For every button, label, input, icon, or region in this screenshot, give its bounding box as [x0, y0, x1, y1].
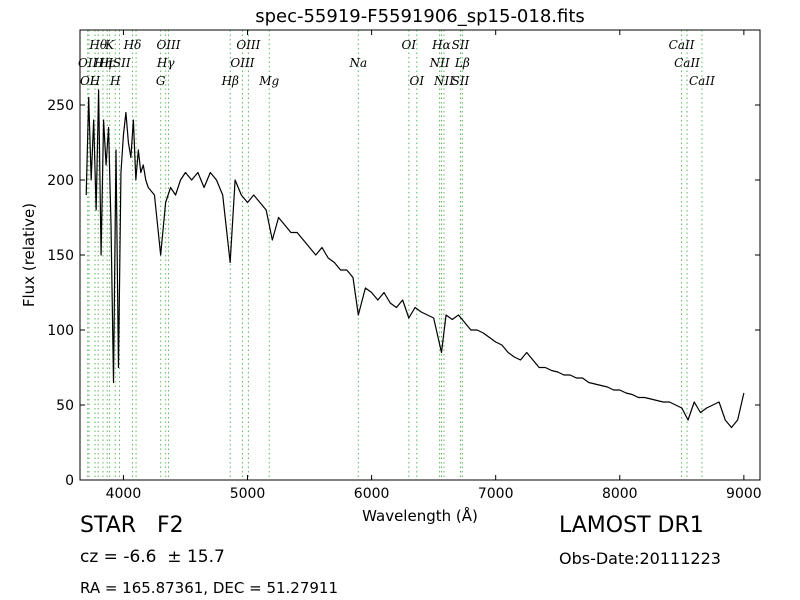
axis-ticks: 4000 5000 6000 7000 8000 9000 0 50 100 150 200 250	[47, 30, 762, 502]
line-label-22: Hα	[431, 38, 451, 52]
line-label-19: OI	[402, 38, 417, 52]
line-label-18: Na	[349, 56, 368, 70]
y-tick-label-1: 50	[56, 398, 74, 414]
line-label-5: Hc	[98, 56, 116, 70]
line-label-1: OL	[80, 74, 98, 88]
y-tick-label-2: 100	[47, 323, 74, 339]
class-label: STAR	[80, 513, 137, 538]
line-label-2: H	[89, 74, 101, 88]
line-label-4: Hη	[93, 56, 112, 70]
subclass-label: F2	[157, 513, 184, 538]
obs-date: Obs-Date:20111223	[559, 549, 721, 568]
emission-line-labels: OIIOLHHθHηHcKHISIIHδGHγOIIIHβOIIIOIIIMgN…	[78, 38, 715, 88]
line-label-23: NII	[433, 74, 454, 88]
line-label-24: SII	[452, 38, 470, 52]
emission-line-markers	[87, 30, 703, 480]
line-label-6: K	[104, 38, 115, 52]
line-label-7: H	[109, 74, 121, 88]
line-label-13: OIII	[156, 38, 180, 52]
survey-label: LAMOST DR1	[559, 513, 704, 538]
line-label-20: OI	[409, 74, 424, 88]
series-line-0	[85, 89, 745, 429]
line-label-17: Mg	[258, 74, 279, 88]
line-label-0: OII	[78, 56, 98, 70]
x-tick-label-2: 6000	[354, 486, 390, 502]
x-tick-label-1: 5000	[230, 486, 266, 502]
y-tick-label-0: 0	[65, 473, 74, 489]
line-label-27: CaII	[669, 38, 695, 52]
line-label-3: Hθ	[88, 38, 107, 52]
x-tick-label-4: 8000	[602, 486, 638, 502]
coordinates: RA = 165.87361, DEC = 51.27911	[80, 579, 339, 597]
series-layer	[85, 89, 745, 429]
line-label-16: OIII	[236, 38, 260, 52]
x-tick-label-0: 4000	[106, 486, 142, 502]
x-tick-label-3: 7000	[478, 486, 514, 502]
line-label-15: OIII	[230, 56, 254, 70]
line-label-28: CaII	[674, 56, 700, 70]
plot-frame	[79, 29, 761, 481]
y-tick-label-4: 200	[47, 173, 74, 189]
chart-title: spec-55919-F5591906_sp15-018.fits	[255, 6, 585, 27]
x-axis-label: Wavelength (Å)	[362, 506, 478, 525]
line-label-21: NII	[429, 56, 450, 70]
line-label-8: ISII	[107, 56, 131, 70]
y-tick-label-5: 250	[47, 98, 74, 114]
y-axis-label: Flux (relative)	[20, 203, 38, 307]
x-tick-label-5: 9000	[726, 486, 762, 502]
line-label-9: Hδ	[123, 38, 142, 52]
y-tick-label-3: 150	[47, 248, 74, 264]
cz-readout: cz = -6.6 ± 15.7	[80, 547, 225, 567]
line-label-12: Hγ	[156, 56, 175, 70]
line-label-11: G	[156, 74, 166, 88]
line-label-26: Lβ	[454, 56, 470, 70]
line-label-25: SII	[452, 74, 470, 88]
line-label-14: Hβ	[221, 74, 239, 88]
line-label-29: CaII	[689, 74, 715, 88]
